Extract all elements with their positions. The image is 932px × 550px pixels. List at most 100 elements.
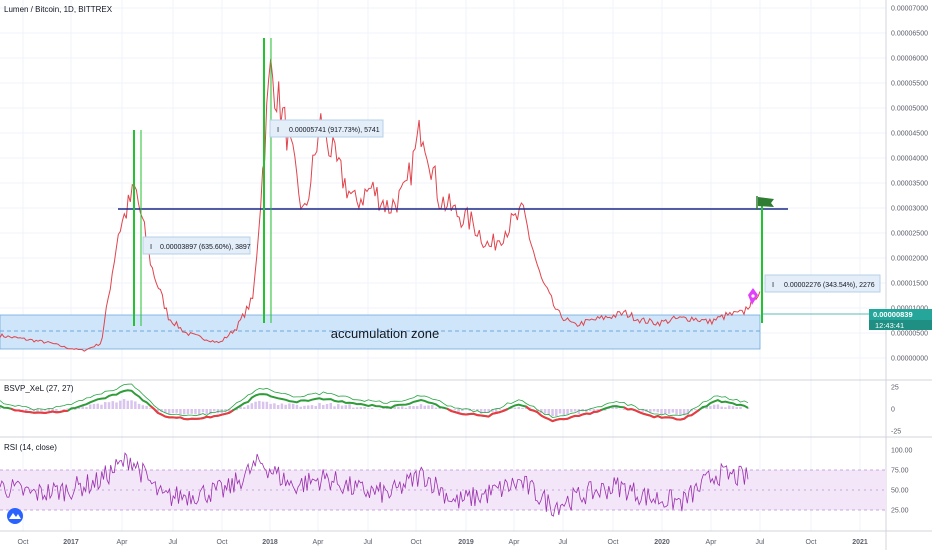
countdown-badge: 12:43:41	[869, 320, 932, 330]
bsvp-negative-segment	[153, 408, 159, 414]
measure-label-1: 0.00003897 (635.60%), 3897	[160, 244, 251, 251]
time-axis[interactable]: Oct 2017 Apr Jul Oct 2018 Apr Jul Oct 2019 Apr Jul O…	[18, 539, 868, 546]
bsvp-negative-segment	[540, 414, 546, 419]
price-line	[0, 58, 761, 352]
measure-label-3: 0.00002276 (343.54%), 2276	[784, 282, 875, 289]
bsvp-negative-segment	[217, 413, 223, 417]
bsvp-negative-segment	[48, 410, 53, 414]
rsi-axis: 100.00 75.00 50.00 25.00	[891, 448, 913, 515]
bsvp-negative-segment	[567, 416, 572, 420]
time-tick-label: 2021	[852, 539, 868, 546]
bsvp-negative-segment	[149, 405, 155, 410]
rsi-line	[0, 452, 749, 517]
price-tick-label: 0.00006500	[891, 31, 928, 38]
bsvp-negative-segment	[544, 416, 550, 421]
time-tick-label: Apr	[509, 539, 521, 546]
bsvp-negative-segment	[221, 412, 226, 416]
time-tick-label: 2018	[262, 539, 278, 546]
time-tick-label: 2020	[654, 539, 670, 546]
bsvp-negative-segment	[10, 407, 16, 412]
price-tick-label: 0.00003500	[891, 181, 928, 188]
measure-box-1: Ⅰ 0.00003897 (635.60%), 3897	[142, 236, 251, 255]
bsvp-negative-segment	[180, 416, 185, 420]
time-tick-label: Apr	[117, 539, 129, 546]
bsvp-negative-segment	[488, 412, 494, 418]
bsvp-negative-segment	[499, 409, 504, 414]
bsvp-negative-segment	[597, 408, 602, 413]
bsvp-negative-segment	[59, 410, 65, 413]
bsvp-negative-segment	[18, 409, 23, 413]
bsvp-negative-segment	[571, 414, 576, 419]
bsvp-axis: 25 0 -25	[891, 385, 901, 436]
price-tick-label: 0.00002500	[891, 231, 928, 238]
time-tick-label: Jul	[169, 539, 178, 546]
bsvp-negative-segment	[454, 411, 459, 415]
bsvp-negative-segment	[503, 408, 508, 412]
bsvp-negative-segment	[465, 413, 470, 416]
price-tick-label: 0.00000500	[891, 331, 928, 338]
bsvp-tick-label: -25	[891, 429, 901, 436]
bsvp-negative-segment	[210, 415, 215, 419]
bsvp-histogram	[0, 399, 750, 417]
measure-box-2: Ⅰ 0.00005741 (917.73%), 5741	[269, 119, 384, 138]
bsvp-negative-segment	[458, 412, 463, 416]
bsvp-negative-segment	[225, 411, 230, 415]
bsvp-negative-segment	[687, 414, 692, 417]
bsvp-negative-segment	[161, 413, 166, 418]
bsvp-tick-label: 0	[891, 407, 895, 414]
measure-label-2: 0.00005741 (917.73%), 5741	[289, 127, 380, 134]
rsi-tick-label: 75.00	[891, 468, 909, 475]
time-tick-label: 2019	[458, 539, 474, 546]
bsvp-negative-segment	[525, 405, 531, 411]
bsvp-negative-segments	[10, 405, 700, 423]
bsvp-negative-segment	[199, 417, 204, 420]
time-tick-label: Apr	[313, 539, 325, 546]
price-tick-label: 0.00000000	[891, 356, 928, 363]
flag-icon	[756, 196, 774, 210]
rsi-pane-title: RSI (14, close)	[4, 443, 57, 452]
bsvp-negative-segment	[22, 410, 27, 413]
price-tick-label: 0.00001500	[891, 281, 928, 288]
bsvp-negative-segment	[206, 415, 211, 419]
grid	[0, 0, 886, 531]
price-tick-label: 0.00006000	[891, 56, 928, 63]
price-tick-label: 0.00003000	[891, 206, 928, 213]
measure-icon: Ⅰ	[150, 244, 152, 251]
bsvp-negative-segment	[631, 408, 636, 412]
bsvp-negative-segment	[157, 411, 163, 416]
bsvp-negative-segment	[533, 409, 538, 414]
bsvp-negative-segment	[446, 407, 452, 412]
bsvp-negative-segment	[556, 418, 561, 421]
time-tick-label: Apr	[706, 539, 718, 546]
price-axis[interactable]: 0.00007000 0.00006500 0.00006000 0.00005500…	[891, 6, 928, 363]
bsvp-negative-segment	[634, 409, 640, 414]
bsvp-tick-label: 25	[891, 385, 899, 392]
time-tick-label: Oct	[18, 539, 29, 546]
tradingview-logo-icon[interactable]	[7, 508, 23, 524]
time-tick-label: Oct	[411, 539, 422, 546]
bsvp-negative-segment	[672, 416, 677, 421]
measure-icon: Ⅰ	[772, 282, 774, 289]
bsvp-negative-segment	[582, 412, 587, 416]
bsvp-negative-segment	[228, 409, 234, 414]
bsvp-negative-segment	[187, 417, 192, 421]
price-tick-label: 0.00005000	[891, 106, 928, 113]
measure-icon: Ⅰ	[277, 127, 279, 134]
price-tick-label: 0.00004500	[891, 131, 928, 138]
price-tick-label: 0.00002000	[891, 256, 928, 263]
bsvp-negative-segment	[492, 412, 497, 415]
bsvp-negative-segment	[691, 411, 696, 417]
bsvp-negative-segment	[536, 411, 542, 417]
bsvp-negative-segment	[44, 411, 50, 415]
zone-label: accumulation zone	[331, 326, 439, 341]
time-tick-label: Jul	[756, 539, 765, 546]
current-price-badge: 0.00000839	[869, 309, 932, 320]
pump-markers	[133, 38, 763, 326]
bsvp-negative-segment	[552, 418, 557, 423]
bsvp-negative-segment	[694, 409, 700, 414]
bsvp-pane-title: BSVP_XeL (27, 27)	[4, 384, 74, 393]
bsvp-negative-segment	[484, 414, 489, 418]
bsvp-main-line	[0, 389, 749, 423]
bsvp-negative-segment	[165, 415, 170, 419]
